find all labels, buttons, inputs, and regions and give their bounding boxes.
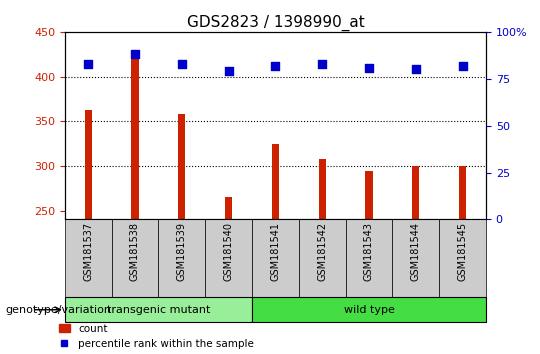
Bar [319,159,326,219]
Bar [112,219,158,297]
Text: GSM181544: GSM181544 [411,222,421,281]
Bar [65,219,112,297]
Point [178,61,186,67]
Bar [131,54,138,219]
Bar [346,219,393,297]
Bar [459,166,466,219]
Bar [299,219,346,297]
Point [458,63,467,68]
Text: wild type: wild type [343,305,394,315]
Point [271,63,280,68]
Text: GSM181538: GSM181538 [130,222,140,281]
Bar [393,219,439,297]
Point [84,61,92,67]
Point [131,52,139,57]
Text: GSM181545: GSM181545 [457,222,468,281]
Point [364,65,373,70]
Text: GSM181539: GSM181539 [177,222,187,281]
Bar [178,114,185,219]
Bar [366,171,373,219]
Text: GSM181537: GSM181537 [83,222,93,281]
Bar [413,166,420,219]
Text: GSM181542: GSM181542 [317,222,327,281]
Text: transgenic mutant: transgenic mutant [107,305,210,315]
Bar [272,143,279,219]
Title: GDS2823 / 1398990_at: GDS2823 / 1398990_at [186,14,364,30]
Text: GSM181543: GSM181543 [364,222,374,281]
Point [318,61,327,67]
Text: genotype/variation: genotype/variation [5,305,111,315]
Bar [225,197,232,219]
Bar [158,219,205,297]
Bar [85,110,92,219]
Bar [439,219,486,297]
Bar [65,297,252,322]
Text: GSM181541: GSM181541 [271,222,280,281]
Point [224,68,233,74]
Text: GSM181540: GSM181540 [224,222,234,281]
Point [411,67,420,72]
Bar [205,219,252,297]
Bar [252,297,486,322]
Bar [252,219,299,297]
Legend: count, percentile rank within the sample: count, percentile rank within the sample [59,324,254,349]
